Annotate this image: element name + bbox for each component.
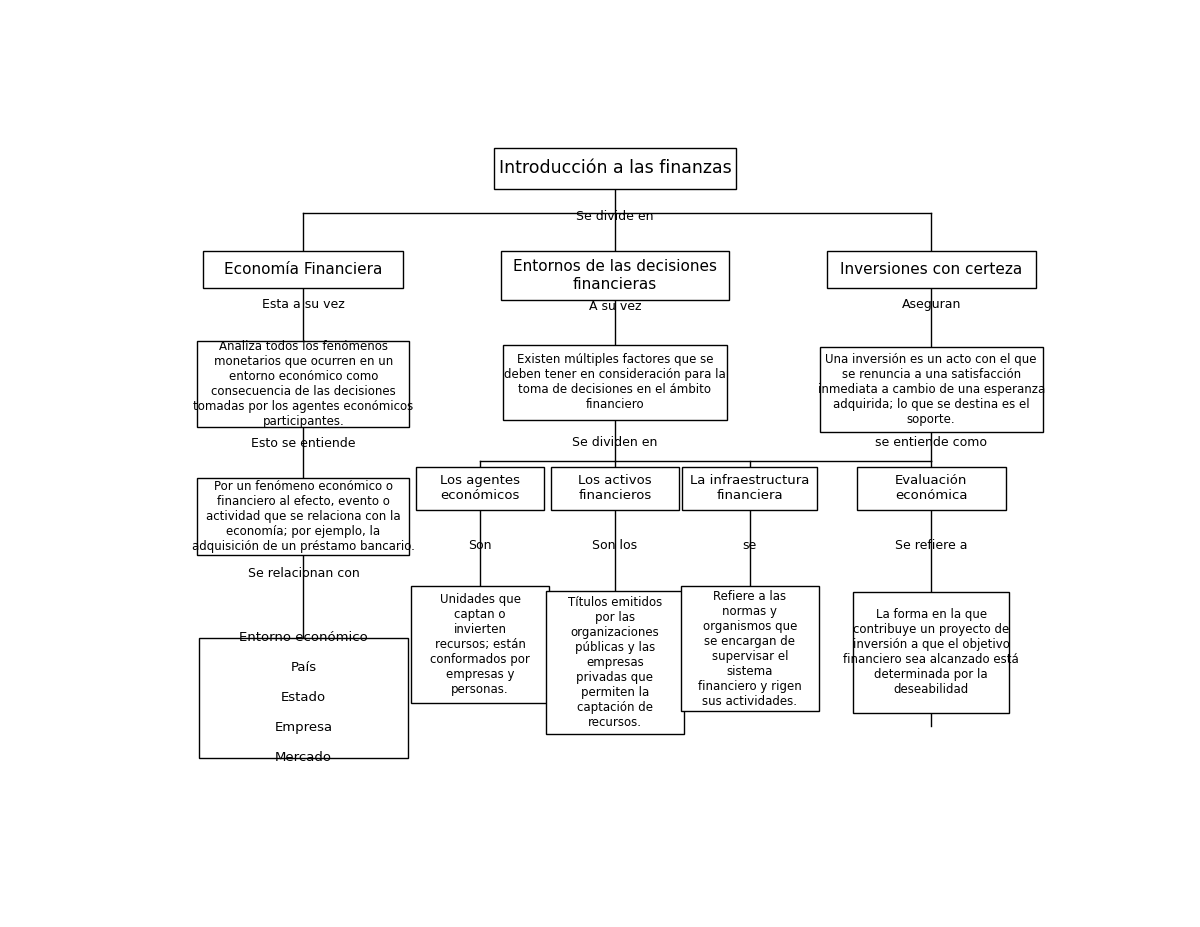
Text: Refiere a las
normas y
organismos que
se encargan de
supervisar el
sistema
finan: Refiere a las normas y organismos que se… — [698, 590, 802, 707]
Text: Analiza todos los fenómenos
monetarios que ocurren en un
entorno económico como
: Analiza todos los fenómenos monetarios q… — [193, 340, 414, 428]
Text: Los activos
financieros: Los activos financieros — [578, 474, 652, 502]
Text: Títulos emitidos
por las
organizaciones
públicas y las
empresas
privadas que
per: Títulos emitidos por las organizaciones … — [568, 596, 662, 729]
Text: Esta a su vez: Esta a su vez — [262, 298, 344, 311]
FancyBboxPatch shape — [198, 478, 409, 555]
Text: Se divide en: Se divide en — [576, 210, 654, 223]
Text: Son los: Son los — [593, 539, 637, 552]
FancyBboxPatch shape — [857, 466, 1006, 510]
FancyBboxPatch shape — [551, 466, 679, 510]
Text: Los agentes
económicos: Los agentes económicos — [440, 474, 520, 502]
Text: Entorno económico

País

Estado

Empresa

Mercado: Entorno económico País Estado Empresa Me… — [239, 631, 368, 765]
Text: Entornos de las decisiones
financieras: Entornos de las decisiones financieras — [514, 260, 718, 292]
FancyBboxPatch shape — [416, 466, 545, 510]
Text: Una inversión es un acto con el que
se renuncia a una satisfacción
inmediata a c: Una inversión es un acto con el que se r… — [817, 353, 1045, 426]
Text: La infraestructura
financiera: La infraestructura financiera — [690, 474, 810, 502]
Text: Inversiones con certeza: Inversiones con certeza — [840, 262, 1022, 277]
Text: Economía Financiera: Economía Financiera — [224, 262, 383, 277]
Text: Se relacionan con: Se relacionan con — [247, 567, 359, 580]
Text: La forma en la que
contribuye un proyecto de
inversión a que el objetivo
financi: La forma en la que contribuye un proyect… — [844, 608, 1019, 696]
Text: Por un fenómeno económico o
financiero al efecto, evento o
actividad que se rela: Por un fenómeno económico o financiero a… — [192, 480, 415, 553]
Text: Esto se entiende: Esto se entiende — [251, 437, 355, 450]
FancyBboxPatch shape — [853, 591, 1009, 713]
Text: Son: Son — [468, 539, 492, 552]
Text: A su vez: A su vez — [589, 300, 641, 313]
Text: se entiende como: se entiende como — [875, 436, 988, 449]
Text: Se dividen en: Se dividen en — [572, 436, 658, 449]
FancyBboxPatch shape — [502, 251, 728, 299]
FancyBboxPatch shape — [504, 345, 727, 420]
FancyBboxPatch shape — [682, 586, 818, 711]
FancyBboxPatch shape — [683, 466, 817, 510]
FancyBboxPatch shape — [820, 347, 1043, 433]
Text: Evaluación
económica: Evaluación económica — [895, 474, 967, 502]
Text: Unidades que
captan o
invierten
recursos; están
conformados por
empresas y
perso: Unidades que captan o invierten recursos… — [431, 593, 530, 696]
FancyBboxPatch shape — [198, 341, 409, 426]
FancyBboxPatch shape — [412, 586, 548, 704]
Text: Existen múltiples factores que se
deben tener en consideración para la
toma de d: Existen múltiples factores que se deben … — [504, 353, 726, 412]
FancyBboxPatch shape — [494, 147, 736, 189]
FancyBboxPatch shape — [204, 251, 403, 288]
Text: Aseguran: Aseguran — [901, 298, 961, 311]
Text: se: se — [743, 539, 757, 552]
FancyBboxPatch shape — [199, 638, 408, 758]
Text: Introducción a las finanzas: Introducción a las finanzas — [499, 159, 731, 177]
Text: Se refiere a: Se refiere a — [895, 539, 967, 552]
FancyBboxPatch shape — [827, 251, 1036, 288]
FancyBboxPatch shape — [546, 590, 684, 733]
